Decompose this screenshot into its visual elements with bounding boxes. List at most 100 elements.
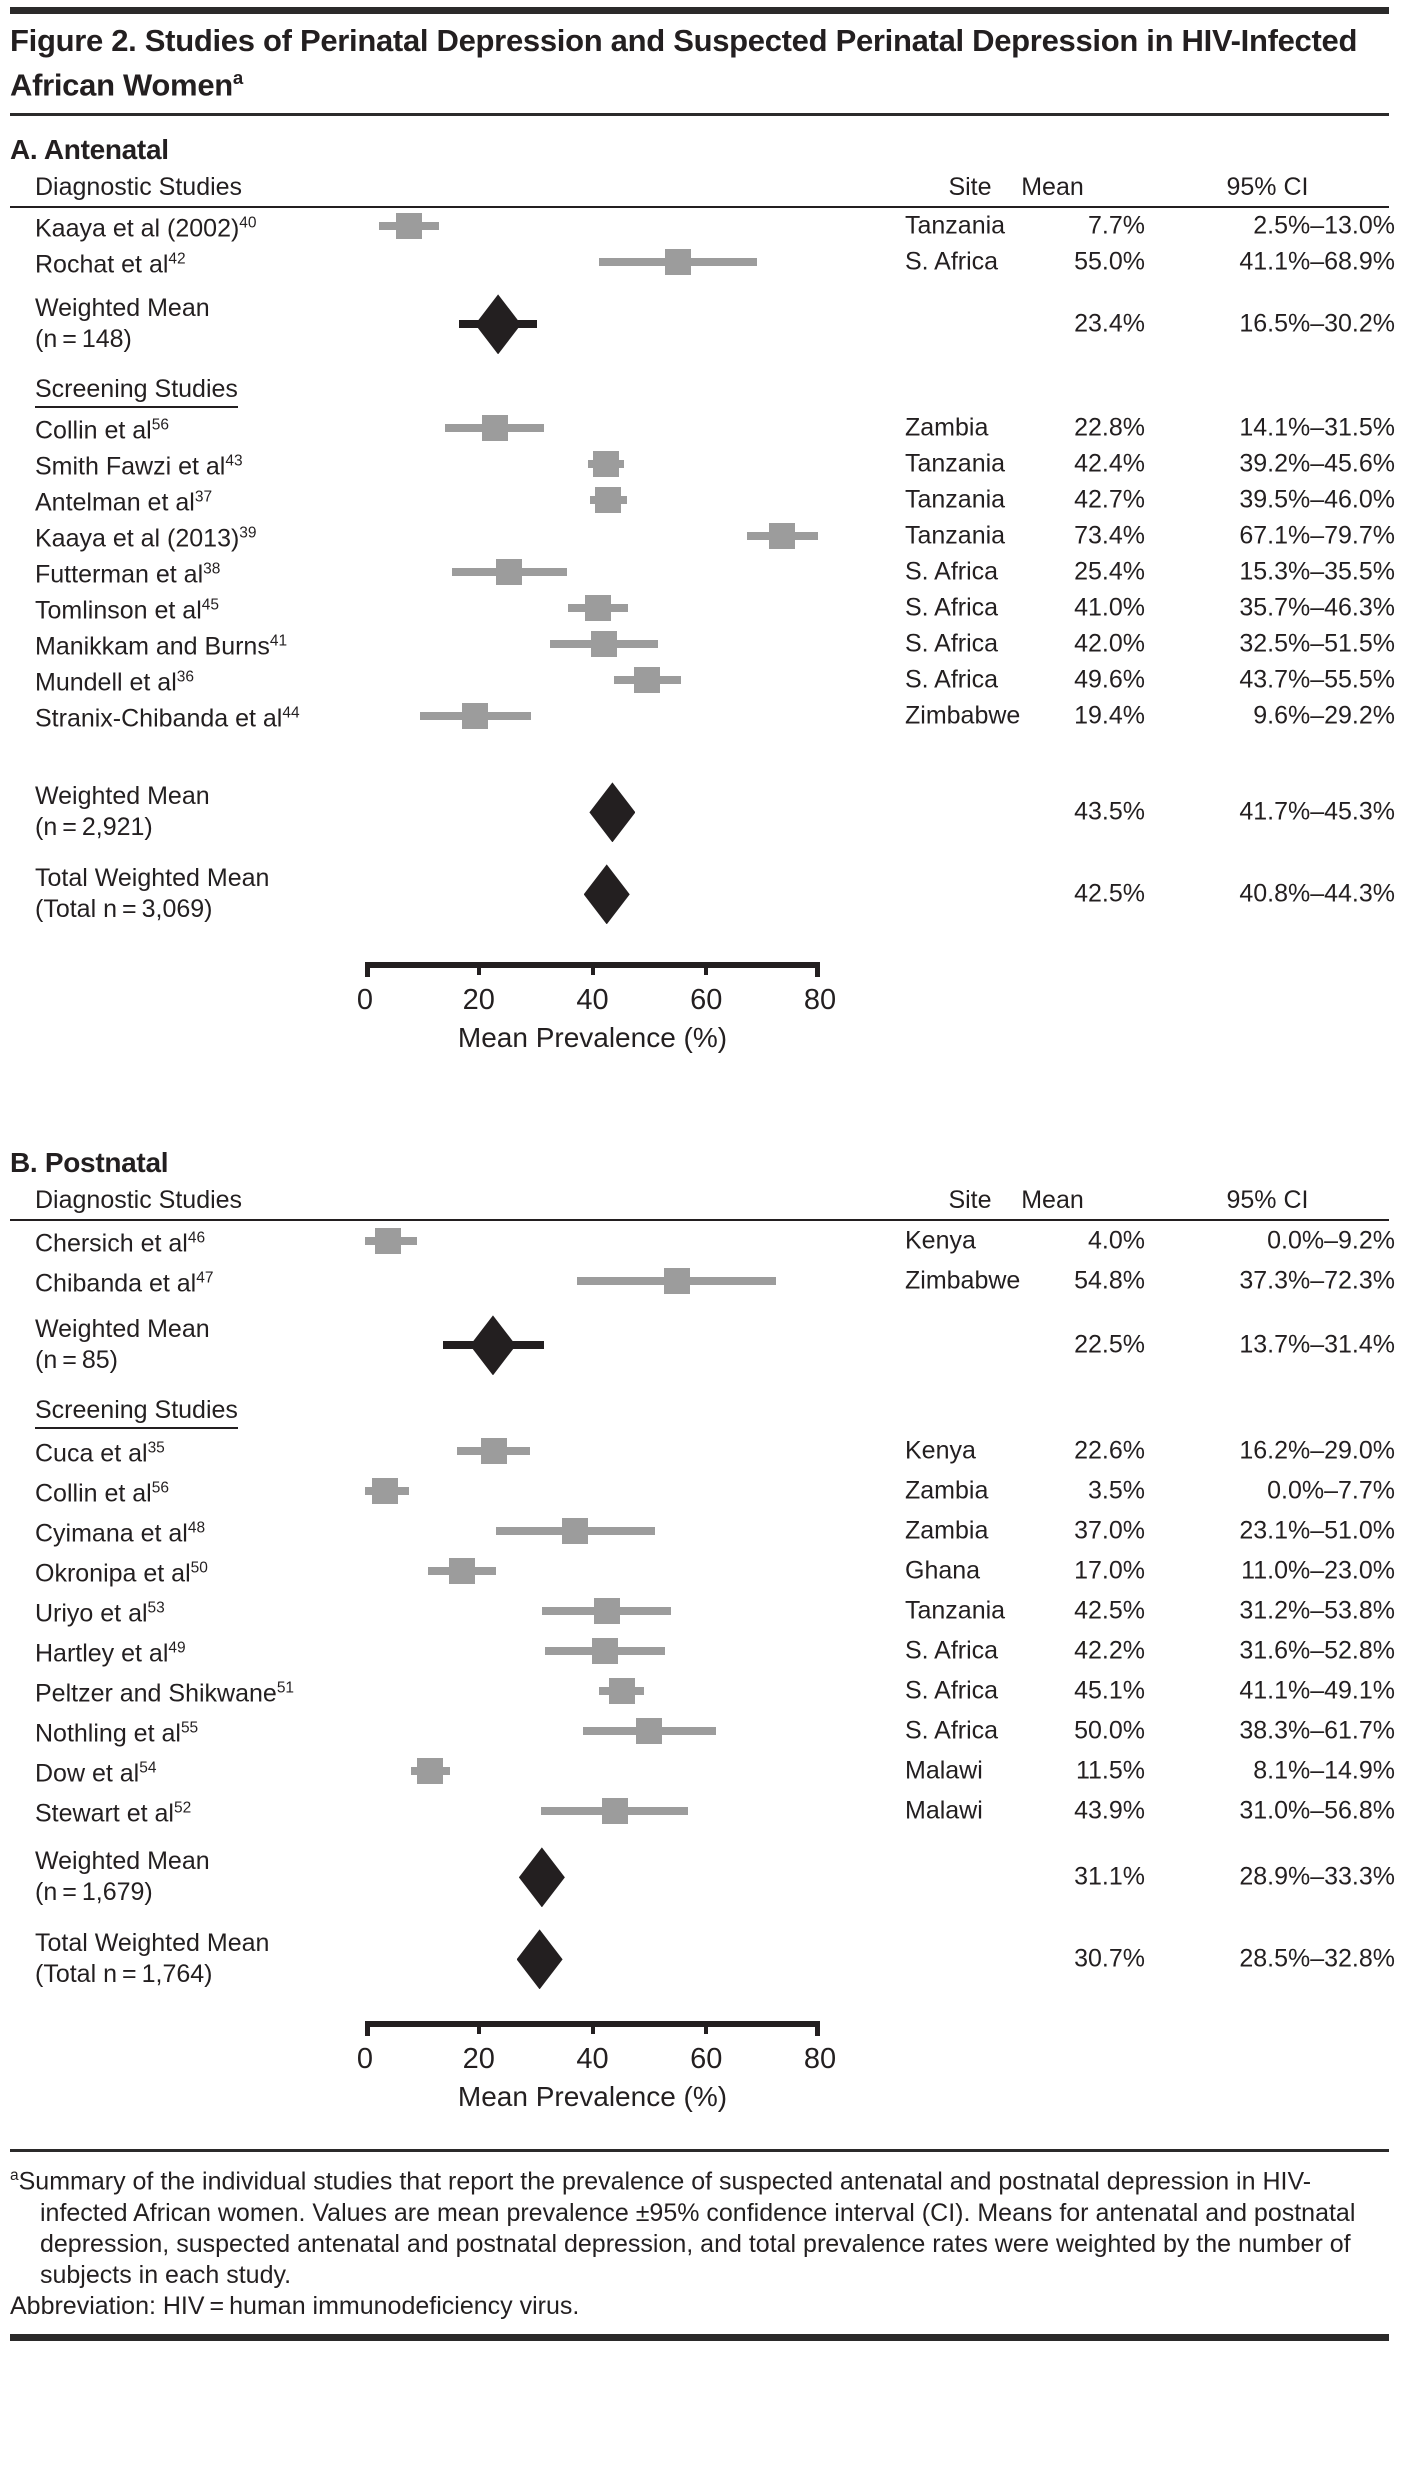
ci-cell: 41.1%–68.9% [1239,247,1395,276]
forest-plot-area [365,774,820,850]
axis-tick [590,2021,595,2035]
axis-tick [590,962,595,976]
square-marker [417,1758,444,1785]
reference-superscript: 50 [190,1559,208,1577]
site-cell: Zambia [905,1476,989,1505]
study-name: Weighted Mean [35,294,210,323]
reference-superscript: 39 [239,524,257,542]
diamond-marker [469,1315,516,1376]
site-cell: S. Africa [905,593,999,622]
forest-plot-area [365,1551,820,1591]
square-marker [585,595,612,622]
study-name: Weighted Mean [35,1847,210,1876]
forest-row: Tomlinson et al45 S. Africa 41.0% 35.7%–46.… [10,590,1395,626]
study-label: Manikkam and Burns41 [35,626,287,663]
ci-cell: 14.1%–31.5% [1239,413,1395,442]
square-marker [608,1678,635,1705]
mean-cell: 31.1% [1074,1862,1145,1891]
study-label: Collin et al56 [35,410,169,447]
square-marker [562,1518,589,1545]
site-cell: Tanzania [905,449,1006,478]
square-marker [634,667,661,694]
axis-tick-label: 20 [462,984,495,1017]
mean-cell: 25.4% [1074,557,1145,586]
study-label: Cuca et al35 [35,1433,165,1470]
square-marker [636,1718,663,1745]
forest-row: Futterman et al38 S. Africa 25.4% 15.3%–35.… [10,554,1395,591]
forest-row: Stewart et al52 Malawi 43.9% 31.0%–56.8% [10,1791,1395,1831]
forest-plot-area [365,1471,820,1511]
forest-plot-area [365,590,820,626]
forest-row: Chersich et al46 Kenya 4.0% 0.0%–9.2% [10,1221,1395,1261]
mean-cell: 17.0% [1074,1556,1145,1585]
column-header-mean: Mean [1021,173,1084,202]
group-header-diagnostic-studies: Diagnostic Studies [35,173,243,202]
ci-cell: 9.6%–29.2% [1253,701,1395,730]
study-name: Stranix-Chibanda et al44 [35,704,300,733]
site-cell: Ghana [905,1556,981,1585]
axis-tick [704,962,709,976]
site-cell: Tanzania [905,485,1006,514]
axis-tick-label: 60 [690,984,723,1017]
square-marker [374,1228,401,1255]
x-axis-postnatal: 0 20 40 60 80 Mean Prevalence (%) [10,2021,1389,2121]
group-header-label: Screening Studies [35,375,238,409]
forest-row: Peltzer and Shikwane51 S. Africa 45.1% 41.1… [10,1671,1395,1711]
reference-superscript: 37 [194,488,213,506]
ci-cell: 0.0%–9.2% [1267,1226,1395,1255]
forest-row: Chibanda et al47 Zimbabwe 54.8% 37.3%–72.3% [10,1261,1395,1301]
forest-row: Cyimana et al48 Zambia 37.0% 23.1%–51.0% [10,1511,1395,1551]
ci-cell: 13.7%–31.4% [1239,1330,1395,1359]
mean-cell: 22.8% [1074,413,1145,442]
reference-superscript: 42 [168,250,186,268]
site-cell: Malawi [905,1756,983,1785]
mean-cell: 19.4% [1074,701,1145,730]
forest-plot-area [365,1431,820,1471]
column-header-ci: 95% CI [1226,1186,1309,1215]
study-name: Tomlinson et al45 [35,596,219,625]
site-cell: S. Africa [905,247,999,276]
forest-plot-area [365,1511,820,1551]
study-label: Uriyo et al53 [35,1593,165,1630]
study-name: Kaaya et al (2002)40 [35,214,257,243]
site-cell: S. Africa [905,629,999,658]
square-marker [593,1598,620,1625]
axis-title: Mean Prevalence (%) [457,1022,728,1054]
reference-superscript: 52 [173,1799,192,1817]
ci-cell: 32.5%–51.5% [1239,629,1395,658]
site-cell: S. Africa [905,557,999,586]
study-name: Weighted Mean [35,782,210,811]
ci-cell: 43.7%–55.5% [1239,665,1395,694]
site-cell: Kenya [905,1226,976,1255]
forest-plot-area [365,1921,820,1997]
ci-cell: 2.5%–13.0% [1253,211,1395,240]
study-label: Total Weighted Mean (Total n = 3,069) [35,863,269,925]
axis-endcap [815,2021,820,2037]
square-marker [448,1558,475,1585]
square-marker [371,1478,398,1505]
axis-tick [704,2021,709,2035]
axis-tick-label: 40 [576,984,609,1017]
study-sample-size: (n = 2,921) [35,813,153,842]
table-header-row-postnatal: Diagnostic Studies Site Mean 95% CI [10,1179,1389,1222]
forest-row: Okronipa et al50 Ghana 17.0% 11.0%–23.0% [10,1551,1395,1591]
mean-cell: 42.5% [1074,1596,1145,1625]
forest-row: Total Weighted Mean (Total n = 3,069) 42.5… [10,856,1395,932]
study-label: Mundell et al36 [35,662,194,699]
forest-plot-area [365,698,820,734]
study-label: Futterman et al38 [35,554,220,591]
forest-plot-area [365,410,820,446]
mean-cell: 43.5% [1074,797,1145,826]
abbreviation-note: Abbreviation: HIV = human immunodeficien… [10,2291,580,2320]
axis-tick-label: 40 [576,2043,609,2076]
square-marker [593,451,620,478]
forest-rows-postnatal: Chersich et al46 Kenya 4.0% 0.0%–9.2% Chiban… [10,1221,1395,1997]
mean-cell: 42.4% [1074,449,1145,478]
forest-row: Mundell et al36 S. Africa 49.6% 43.7%–55.5% [10,662,1395,699]
square-marker [481,415,508,442]
forest-plot-area [365,662,820,698]
forest-row: Weighted Mean (n = 148) 23.4% 16.5%–30.2% [10,286,1395,362]
reference-superscript: 40 [239,214,257,232]
study-name: Futterman et al38 [35,560,221,589]
axis-tick [476,962,481,976]
